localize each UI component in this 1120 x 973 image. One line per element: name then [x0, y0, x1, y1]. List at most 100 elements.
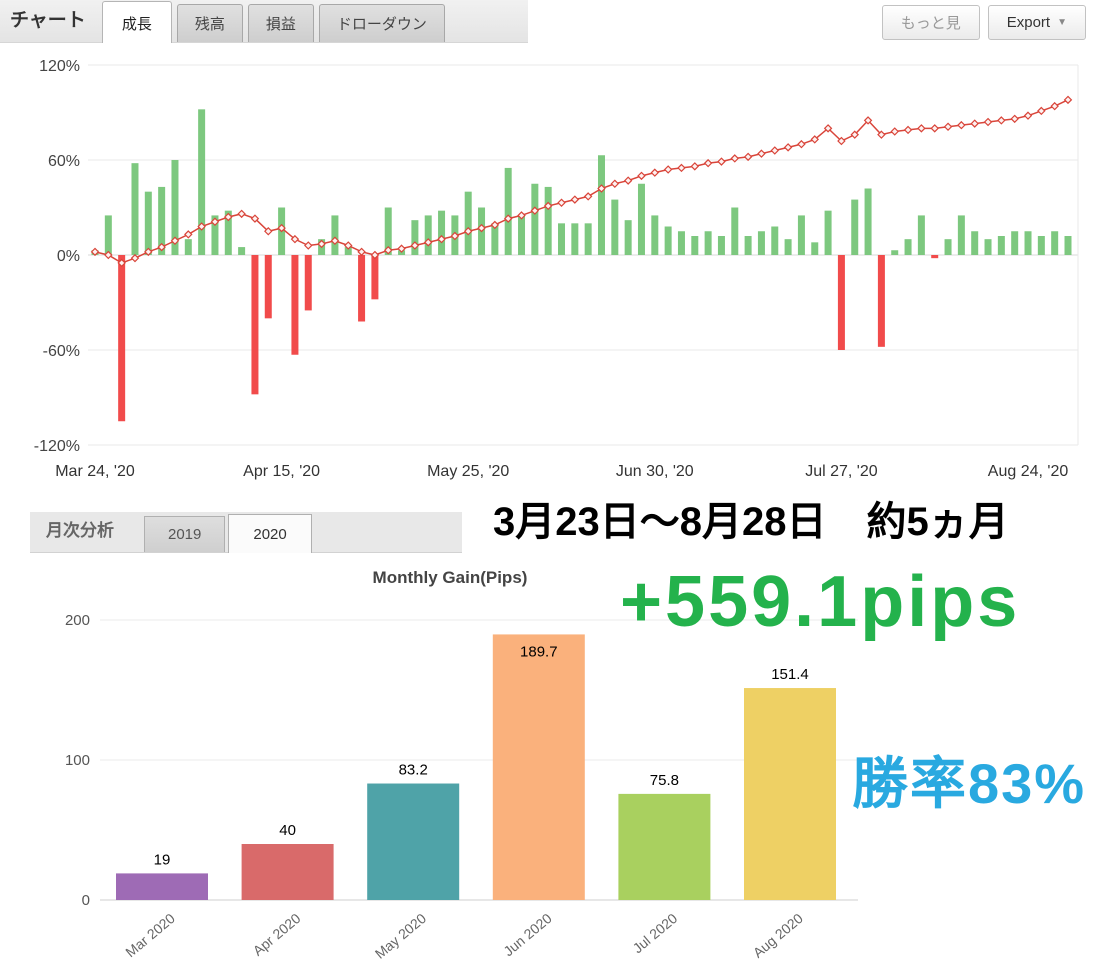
line-marker [677, 163, 686, 173]
chart-section-label: チャート [10, 10, 86, 31]
line-marker [370, 250, 380, 260]
chart-toolbar: チャート 成長 残高 損益 ドローダウン [0, 0, 528, 43]
line-marker [503, 214, 513, 223]
line-marker [930, 124, 939, 133]
monthly-gain-bar [116, 873, 208, 900]
bar-value-label: 189.7 [520, 643, 558, 660]
line-marker [450, 231, 460, 241]
x-axis-tick-label: May 2020 [372, 910, 430, 962]
export-button-label: Export [1006, 14, 1051, 31]
export-button[interactable]: Export ▼ [987, 5, 1086, 40]
daily-gain-bar [1051, 231, 1059, 255]
tab-drawdown[interactable]: ドローダウン [318, 4, 445, 42]
line-marker [903, 125, 913, 135]
daily-gain-bar [238, 247, 246, 255]
tab-balance-label: 残高 [194, 16, 225, 33]
x-axis-tick-label: Aug 2020 [750, 910, 806, 961]
line-marker [717, 157, 726, 166]
line-marker [557, 198, 566, 207]
daily-gain-bar [771, 226, 779, 255]
line-marker [797, 139, 806, 149]
line-marker [957, 120, 966, 130]
daily-gain-bar [411, 220, 419, 255]
daily-gain-bar [717, 236, 725, 255]
x-axis-tick-label: Jun 30, '20 [616, 463, 694, 480]
tab-balance[interactable]: 残高 [176, 4, 243, 42]
tab-2020[interactable]: 2020 [228, 514, 312, 553]
line-marker [343, 241, 353, 250]
daily-gain-bar [531, 183, 539, 255]
tab-growth[interactable]: 成長 [101, 1, 172, 43]
y-axis-tick-label: 60% [48, 153, 80, 170]
daily-gain-bar [184, 239, 192, 255]
y-axis-tick-label: 0% [57, 248, 80, 265]
monthly-analysis-label: 月次分析 [46, 521, 114, 540]
tab-2019[interactable]: 2019 [144, 516, 226, 552]
line-marker [437, 234, 446, 244]
line-marker [330, 236, 340, 245]
daily-gain-bar [611, 199, 619, 255]
x-axis-tick-label: Jul 27, '20 [805, 463, 878, 480]
daily-gain-bar [491, 223, 499, 255]
tab-profit-loss-label: 損益 [265, 16, 296, 33]
bar-value-label: 151.4 [771, 666, 809, 683]
daily-gain-bar [757, 231, 765, 255]
growth-chart: 120% 60% 0% -60% -120% Mar 24, '20 Apr 15, '20… [34, 58, 1079, 480]
line-marker [783, 143, 793, 152]
line-marker [210, 217, 220, 226]
daily-gain-bar [744, 236, 752, 255]
x-axis-tick-label: Apr 2020 [250, 910, 304, 959]
x-axis-tick-label: Jul 2020 [629, 910, 680, 956]
line-marker [623, 176, 633, 185]
y-axis-tick-label: 120% [39, 58, 80, 75]
line-marker [943, 122, 953, 131]
x-axis-tick-label: Mar 2020 [122, 910, 178, 960]
daily-gain-bar [158, 186, 166, 255]
line-marker [690, 162, 700, 171]
daily-gain-bar [518, 215, 526, 255]
monthly-gain-bar [241, 844, 334, 900]
monthly-gain-bar [618, 793, 711, 900]
tab-profit-loss[interactable]: 損益 [247, 4, 314, 42]
line-marker [423, 238, 433, 247]
daily-loss-bar [304, 255, 312, 311]
daily-gain-bar [624, 220, 632, 255]
win-rate-annotation: 勝率83% [852, 752, 1087, 815]
line-marker [530, 206, 540, 215]
monthly-gain-bar [367, 783, 460, 900]
chevron-down-icon: ▼ [1057, 17, 1067, 28]
line-marker [157, 242, 166, 252]
monthly-gain-chart: 0 100 200 19 Mar 2020 40 Apr 2020 83.2 May 2020 1… [65, 612, 858, 962]
daily-gain-bar [824, 210, 832, 255]
daily-gain-bar [864, 188, 872, 255]
daily-gain-bar [1011, 231, 1019, 255]
monthly-chart-title: Monthly Gain(Pips) [372, 568, 528, 587]
line-marker [490, 220, 500, 230]
daily-gain-bar [558, 223, 566, 255]
daily-gain-bar [904, 239, 912, 255]
line-marker [517, 211, 526, 220]
line-marker [663, 165, 673, 174]
line-marker [1037, 106, 1046, 116]
daily-gain-bar [797, 215, 805, 255]
line-marker [237, 209, 246, 219]
line-marker [1063, 95, 1073, 105]
daily-loss-bar [358, 255, 366, 322]
daily-loss-bar [291, 255, 299, 355]
line-marker [277, 223, 286, 233]
line-marker [597, 184, 606, 193]
y-axis-tick-label: -60% [43, 343, 80, 360]
more-button[interactable]: もっと見 [881, 5, 980, 40]
line-marker [997, 116, 1006, 125]
daily-gain-bar [571, 223, 579, 255]
line-marker [117, 258, 126, 268]
line-marker [250, 214, 260, 223]
daily-gain-bar [584, 223, 592, 255]
line-marker [850, 130, 859, 139]
line-marker [383, 246, 393, 255]
line-marker [410, 241, 420, 250]
daily-loss-bar [877, 255, 885, 347]
y-axis-tick-label: -120% [34, 438, 80, 455]
x-axis-tick-label: Apr 15, '20 [243, 463, 320, 480]
line-marker [983, 117, 993, 127]
